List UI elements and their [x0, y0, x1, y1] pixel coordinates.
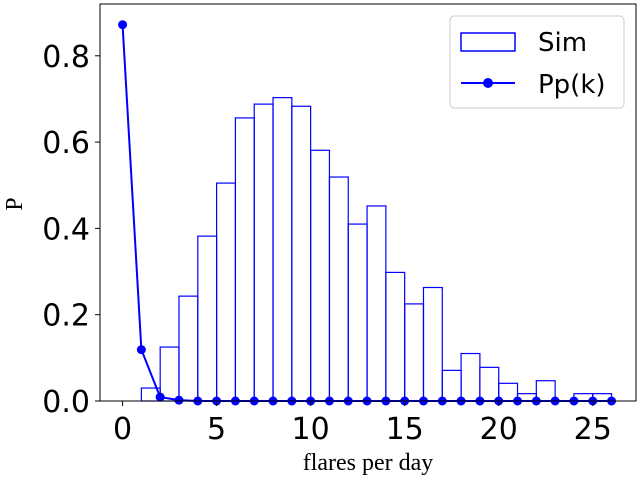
legend: Sim Pp(k)	[449, 15, 625, 109]
x-axis-ticks: 0 5 10 15 20 25	[113, 401, 612, 447]
x-axis-label: flares per day	[303, 450, 434, 476]
pp-point	[155, 392, 165, 402]
legend-label-pp: Pp(k)	[538, 70, 606, 100]
legend-swatch-marker	[483, 78, 493, 88]
y-tick-label: 0.4	[42, 212, 90, 247]
x-tick-label: 0	[113, 412, 132, 447]
pp-point	[136, 345, 146, 355]
y-tick-label: 0.0	[42, 385, 90, 420]
x-tick-label: 10	[292, 412, 330, 447]
x-tick-label: 15	[386, 412, 424, 447]
x-tick-label: 20	[480, 412, 518, 447]
legend-box	[449, 15, 625, 109]
y-axis-label: P	[2, 197, 28, 210]
y-tick-label: 0.6	[42, 126, 90, 161]
x-tick-label: 25	[574, 412, 612, 447]
y-axis-ticks: 0.0 0.2 0.4 0.6 0.8	[42, 40, 100, 420]
y-tick-label: 0.2	[42, 299, 90, 334]
legend-label-sim: Sim	[538, 28, 587, 58]
legend-swatch-sim	[460, 32, 516, 52]
pp-point	[118, 20, 128, 30]
plot-frame	[99, 3, 637, 402]
x-tick-label: 5	[207, 412, 226, 447]
y-tick-label: 0.8	[42, 40, 90, 75]
pp-point	[174, 395, 184, 405]
